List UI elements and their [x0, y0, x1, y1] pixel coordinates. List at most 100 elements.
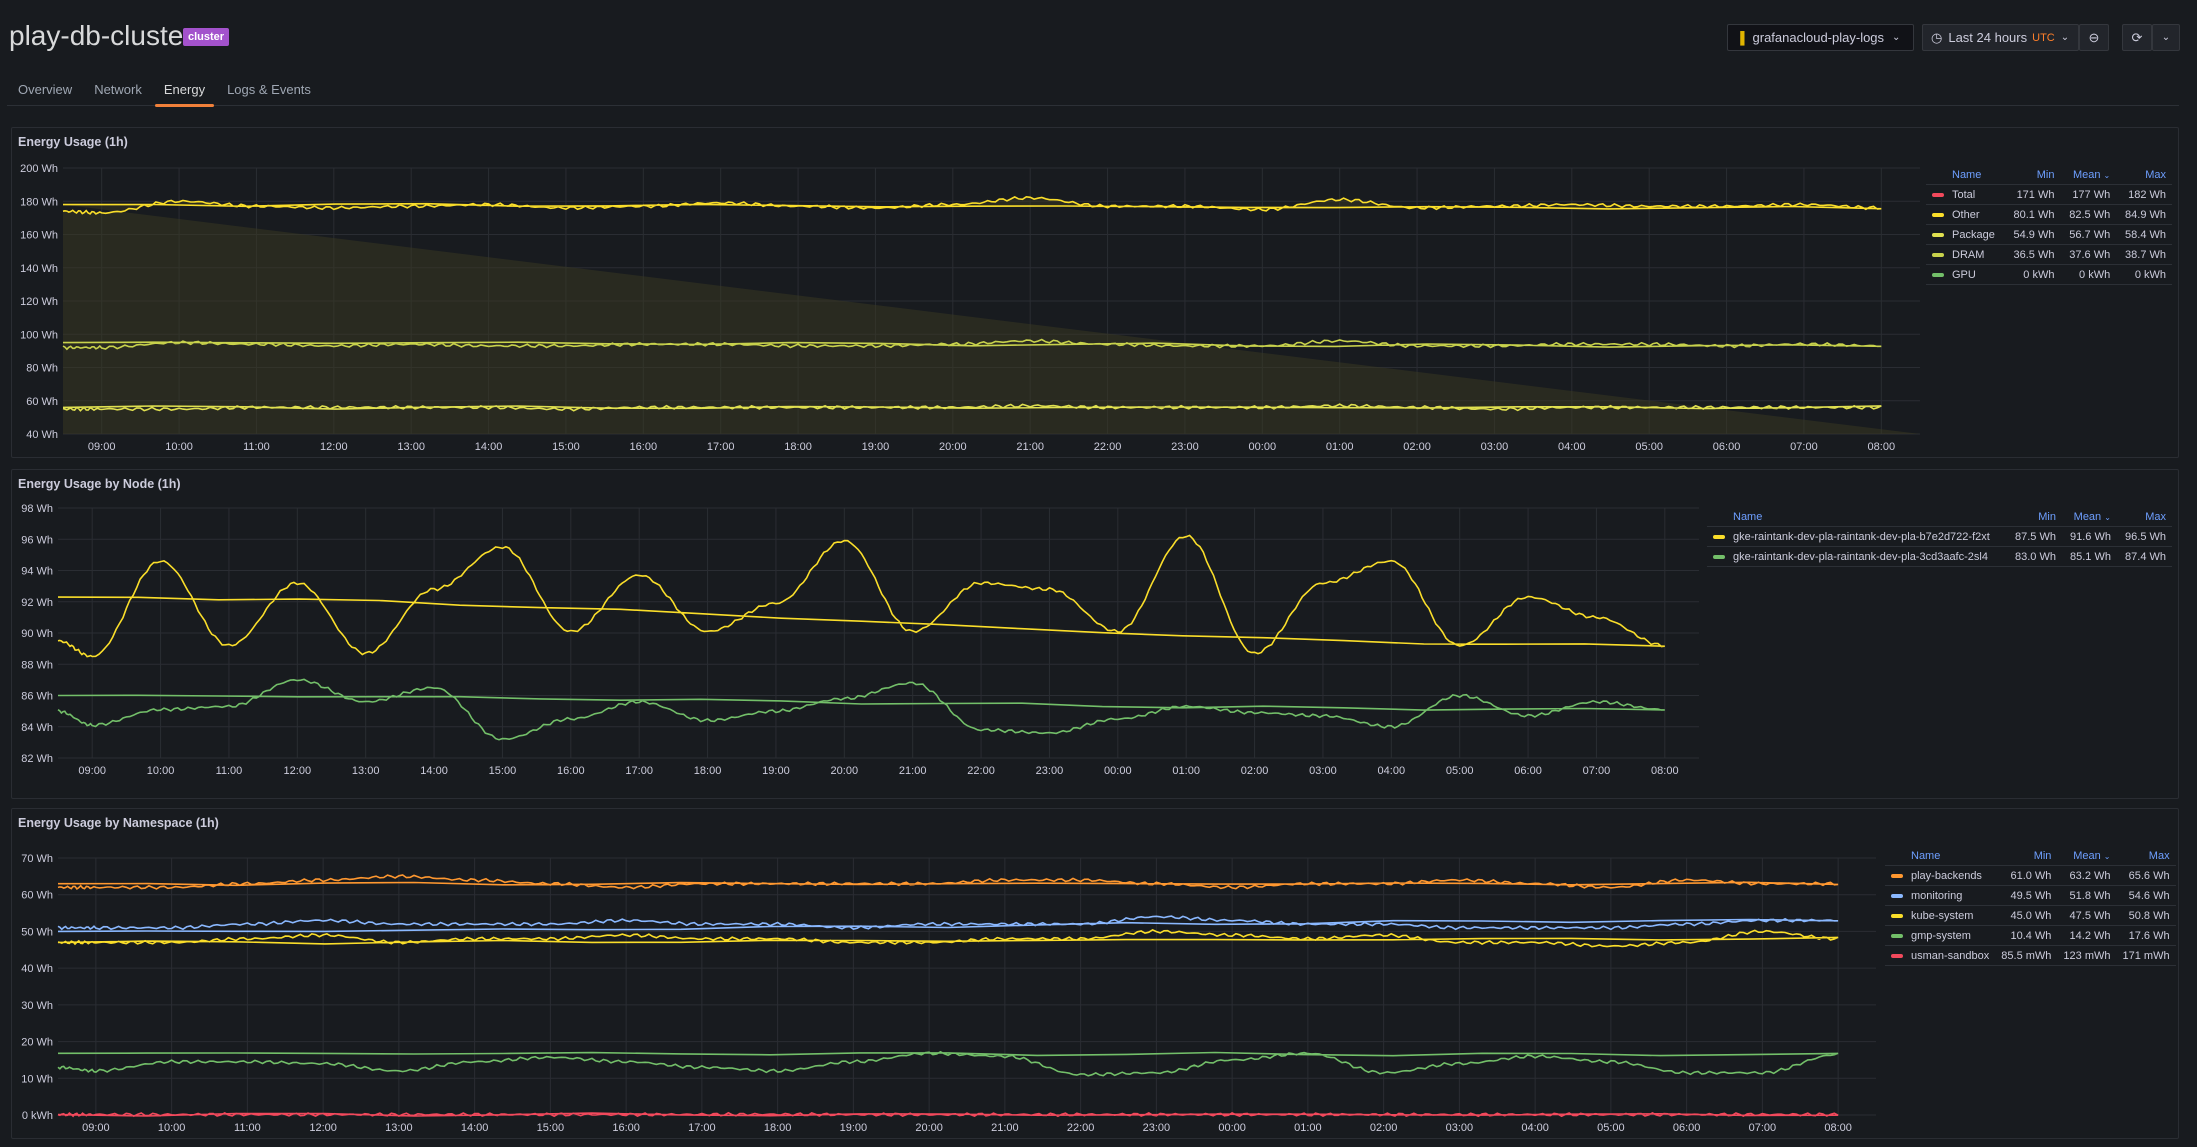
legend-col-min[interactable]: Min	[2006, 508, 2062, 527]
datasource-label: grafanacloud-play-logs	[1752, 30, 1885, 45]
series-color-swatch	[1891, 933, 1903, 938]
x-tick-label: 19:00	[840, 1122, 868, 1134]
tab-network[interactable]: Network	[94, 82, 142, 97]
x-tick-label: 07:00	[1790, 441, 1818, 453]
legend-col-max[interactable]: Max	[2116, 508, 2172, 527]
series-area	[63, 196, 1920, 434]
legend-col-min[interactable]: Min	[1995, 847, 2058, 866]
legend-max: 96.5 Wh	[2116, 526, 2172, 547]
x-tick-label: 09:00	[78, 765, 106, 777]
legend-min: 0 kWh	[2004, 264, 2061, 285]
time-range-picker[interactable]: ◷ Last 24 hours UTC ⌄	[1922, 24, 2079, 51]
legend-row[interactable]: usman-sandbox 85.5 mWh 123 mWh 171 mWh	[1885, 945, 2176, 966]
chart-2: 0 kWh 10 Wh 20 Wh 30 Wh 40 Wh 50 Wh 60 Wh 70 Wh…	[21, 853, 1876, 1134]
legend-max: 182 Wh	[2116, 184, 2172, 205]
legend-col-max[interactable]: Max	[2116, 166, 2172, 185]
time-range-label: Last 24 hours	[1948, 30, 2028, 45]
y-tick-label: 160 Wh	[20, 230, 58, 242]
y-tick-label: 70 Wh	[21, 853, 53, 865]
legend-col-mean-label: Mean	[2072, 169, 2101, 181]
legend-row[interactable]: kube-system 45.0 Wh 47.5 Wh 50.8 Wh	[1885, 905, 2176, 926]
legend-row[interactable]: play-backends 61.0 Wh 63.2 Wh 65.6 Wh	[1885, 865, 2176, 886]
legend-row[interactable]: Total 171 Wh 177 Wh 182 Wh	[1926, 184, 2172, 205]
y-tick-label: 120 Wh	[20, 296, 58, 308]
legend-col-max[interactable]: Max	[2116, 847, 2176, 866]
x-tick-label: 12:00	[309, 1122, 337, 1134]
x-tick-label: 18:00	[694, 765, 722, 777]
legend-row[interactable]: gke-raintank-dev-pla-raintank-dev-pla-3c…	[1707, 546, 2172, 567]
legend-row[interactable]: Other 80.1 Wh 82.5 Wh 84.9 Wh	[1926, 204, 2172, 225]
x-tick-label: 15:00	[489, 765, 517, 777]
legend-mean: 14.2 Wh	[2057, 925, 2117, 946]
x-tick-label: 22:00	[967, 765, 995, 777]
legend-row[interactable]: Package 54.9 Wh 56.7 Wh 58.4 Wh	[1926, 224, 2172, 245]
series-color-swatch	[1891, 913, 1903, 918]
zoom-out-button[interactable]: ⊖	[2079, 24, 2109, 51]
x-tick-label: 23:00	[1171, 441, 1199, 453]
legend-row[interactable]: GPU 0 kWh 0 kWh 0 kWh	[1926, 264, 2172, 285]
panel-energy-by-node: Energy Usage by Node (1h) 82 Wh 84 Wh 86 W…	[11, 469, 2179, 799]
legend-col-name[interactable]: Name	[1885, 847, 1996, 866]
x-tick-label: 21:00	[991, 1122, 1019, 1134]
series-line	[57, 915, 1839, 933]
legend-col-name[interactable]: Name	[1926, 166, 2005, 185]
y-tick-label: 96 Wh	[21, 534, 53, 546]
x-tick-label: 20:00	[915, 1122, 943, 1134]
y-tick-label: 100 Wh	[20, 329, 58, 341]
legend-row[interactable]: gke-raintank-dev-pla-raintank-dev-pla-b7…	[1707, 526, 2172, 547]
legend-col-name[interactable]: Name	[1707, 508, 2007, 527]
x-tick-label: 22:00	[1094, 441, 1122, 453]
x-tick-label: 01:00	[1172, 765, 1200, 777]
series-line	[62, 195, 1882, 215]
legend-max: 65.6 Wh	[2116, 865, 2176, 886]
legend-col-mean[interactable]: Mean ⌄	[2057, 847, 2117, 866]
panel-energy-by-namespace: Energy Usage by Namespace (1h) 0 kWh 10 W…	[11, 808, 2179, 1139]
y-tick-label: 180 Wh	[20, 196, 58, 208]
x-tick-label: 18:00	[764, 1122, 792, 1134]
legend-col-min[interactable]: Min	[2004, 166, 2061, 185]
x-tick-label: 15:00	[552, 441, 580, 453]
series-line	[57, 1050, 1839, 1077]
y-tick-label: 90 Wh	[21, 628, 53, 640]
tab-overview[interactable]: Overview	[18, 82, 73, 97]
x-tick-label: 23:00	[1143, 1122, 1171, 1134]
chevron-down-icon: ⌄	[1892, 32, 1901, 43]
clock-icon: ◷	[1931, 29, 1943, 45]
legend-max: 84.9 Wh	[2116, 204, 2172, 225]
tab-logs-events[interactable]: Logs & Events	[227, 82, 311, 97]
legend-max: 58.4 Wh	[2116, 224, 2172, 245]
legend-min: 49.5 Wh	[1995, 885, 2058, 906]
legend-header: Name Min Mean ⌄ Max	[1926, 166, 2172, 185]
panel-energy-usage: Energy Usage (1h) 40 Wh 60 Wh 80 Wh 100 Wh 1…	[11, 127, 2179, 458]
x-tick-label: 11:00	[234, 1122, 261, 1134]
legend-row[interactable]: gmp-system 10.4 Wh 14.2 Wh 17.6 Wh	[1885, 925, 2176, 946]
legend-mean: 82.5 Wh	[2060, 204, 2117, 225]
x-tick-label: 02:00	[1403, 441, 1431, 453]
x-tick-label: 19:00	[762, 765, 790, 777]
legend-min: 83.0 Wh	[2006, 546, 2062, 567]
series-color-swatch	[1713, 554, 1725, 559]
datasource-picker[interactable]: ▐ grafanacloud-play-logs ⌄	[1727, 24, 1914, 51]
legend-col-mean[interactable]: Mean ⌄	[2061, 508, 2117, 527]
legend-row[interactable]: DRAM 36.5 Wh 37.6 Wh 38.7 Wh	[1926, 244, 2172, 265]
x-tick-label: 07:00	[1583, 765, 1611, 777]
x-tick-label: 20:00	[831, 765, 859, 777]
refresh-button[interactable]: ⟳	[2122, 24, 2152, 51]
x-tick-label: 06:00	[1514, 765, 1542, 777]
legend-mean: 177 Wh	[2060, 184, 2117, 205]
legend-max: 87.4 Wh	[2116, 546, 2172, 567]
legend-max: 17.6 Wh	[2116, 925, 2176, 946]
series-color-swatch	[1932, 252, 1944, 257]
legend-row[interactable]: monitoring 49.5 Wh 51.8 Wh 54.6 Wh	[1885, 885, 2176, 906]
legend-mean: 51.8 Wh	[2057, 885, 2117, 906]
zoom-out-icon: ⊖	[2088, 29, 2100, 45]
x-tick-label: 03:00	[1481, 441, 1509, 453]
tab-energy[interactable]: Energy	[153, 78, 216, 107]
refresh-interval-dropdown[interactable]: ⌄	[2152, 24, 2180, 51]
legend-series-name: gke-raintank-dev-pla-raintank-dev-pla-3c…	[1733, 550, 1988, 563]
series-color-swatch	[1932, 232, 1944, 237]
legend-header: Name Min Mean ⌄ Max	[1885, 847, 2176, 866]
x-tick-label: 11:00	[216, 765, 243, 777]
legend-col-mean[interactable]: Mean ⌄	[2060, 166, 2117, 185]
x-tick-label: 01:00	[1294, 1122, 1322, 1134]
